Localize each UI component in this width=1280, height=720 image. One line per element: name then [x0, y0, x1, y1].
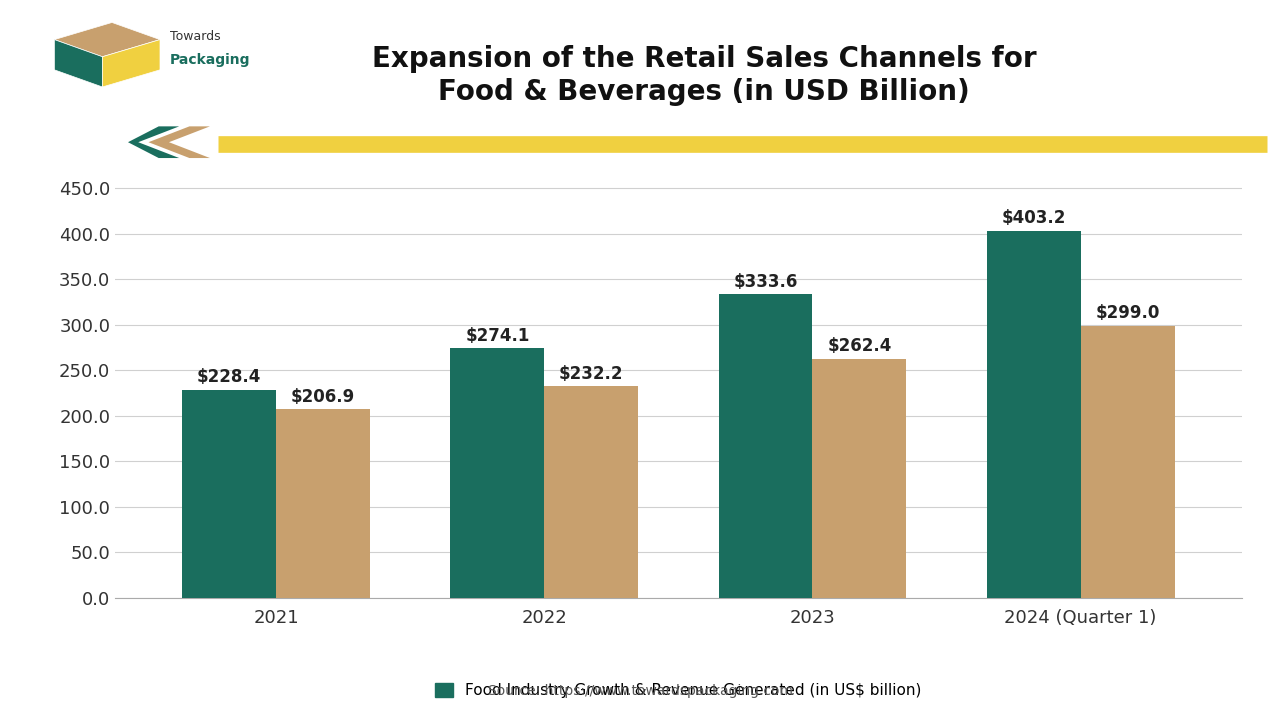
Polygon shape: [102, 40, 160, 87]
Text: $228.4: $228.4: [197, 368, 261, 386]
Bar: [1080, 325, 1175, 598]
Text: Towards: Towards: [169, 30, 220, 43]
Text: Source: https://www.towardspackaging.com: Source: https://www.towardspackaging.com: [488, 684, 792, 698]
Bar: [544, 387, 639, 598]
Text: Packaging: Packaging: [169, 53, 250, 67]
Polygon shape: [128, 127, 179, 158]
Bar: [813, 359, 906, 598]
Text: $232.2: $232.2: [559, 365, 623, 383]
Polygon shape: [54, 40, 102, 87]
Bar: [718, 294, 813, 598]
Polygon shape: [148, 127, 210, 158]
Text: $333.6: $333.6: [733, 273, 797, 291]
Polygon shape: [54, 22, 160, 57]
Text: $403.2: $403.2: [1001, 210, 1066, 228]
Bar: [276, 410, 370, 598]
Text: $262.4: $262.4: [827, 337, 892, 355]
Text: $274.1: $274.1: [465, 327, 530, 345]
Legend: Food Industry Growth & Revenue Generated (in US$ billion): Food Industry Growth & Revenue Generated…: [435, 683, 922, 698]
Text: $299.0: $299.0: [1096, 304, 1160, 322]
Text: $206.9: $206.9: [291, 388, 355, 406]
Text: Expansion of the Retail Sales Channels for
Food & Beverages (in USD Billion): Expansion of the Retail Sales Channels f…: [371, 45, 1037, 106]
Bar: [182, 390, 276, 598]
Bar: [987, 231, 1080, 598]
Bar: [451, 348, 544, 598]
